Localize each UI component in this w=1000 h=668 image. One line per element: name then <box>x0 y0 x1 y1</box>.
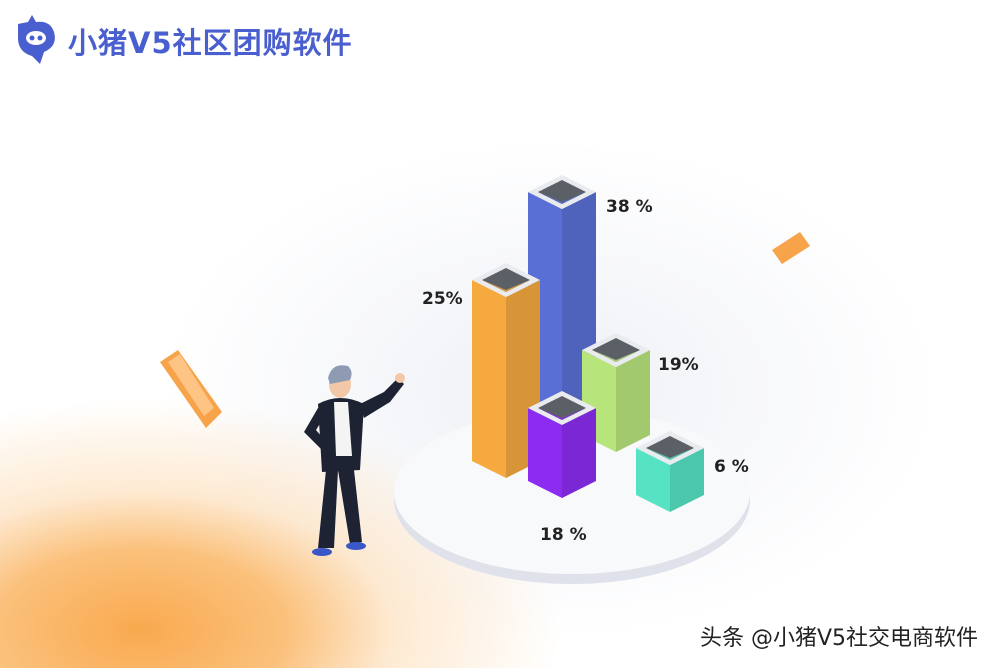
bar-face-right <box>562 408 596 498</box>
bar-4 <box>636 431 704 512</box>
bar-face-left <box>636 448 670 512</box>
bar-value-label: 25% <box>422 289 463 309</box>
bars-group: 25% 38 % 18 % 19% 6 % <box>422 175 749 545</box>
person-illustration <box>304 365 405 556</box>
bar-face-left <box>528 408 562 498</box>
ribbon-right-decoration <box>772 232 810 264</box>
bar-value-label: 6 % <box>714 457 749 477</box>
bar-value-label: 38 % <box>606 197 653 217</box>
logo-title: 小猪V5社区团购软件 <box>68 26 353 60</box>
pig-mascot-icon <box>18 15 55 64</box>
bar-face-left <box>472 280 506 478</box>
watermark: 头条 @小猪V5社交电商软件 <box>699 626 978 651</box>
bar-face-right <box>670 448 704 512</box>
bar-2 <box>528 391 596 498</box>
bar-value-label: 18 % <box>540 525 587 545</box>
ribbon-left-decoration <box>160 350 222 428</box>
bar-value-label: 19% <box>658 355 699 375</box>
logo: 小猪V5社区团购软件 <box>14 12 353 70</box>
bar-face-right <box>616 350 650 452</box>
